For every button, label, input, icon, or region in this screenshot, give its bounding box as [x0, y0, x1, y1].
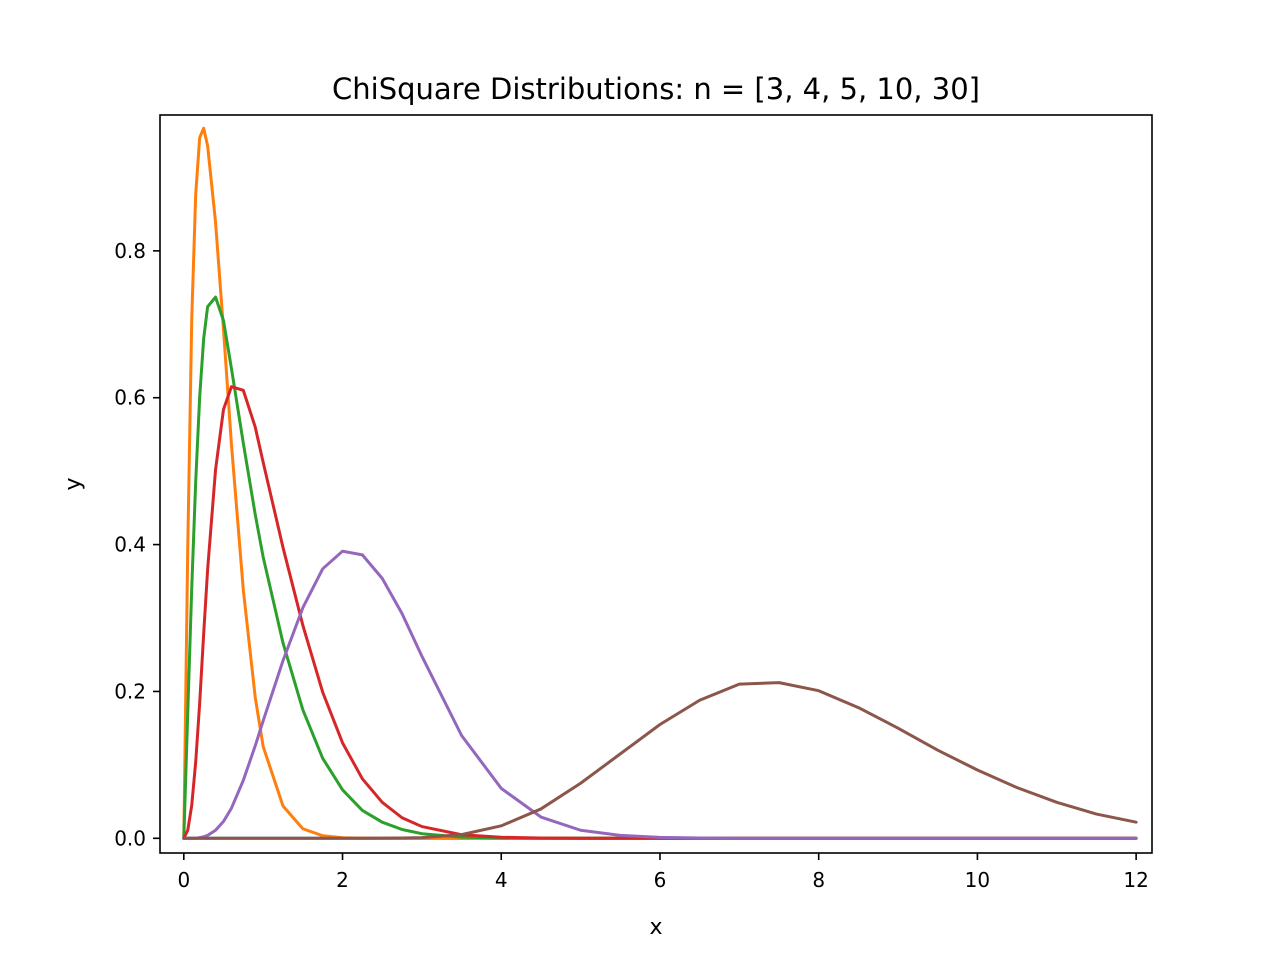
x-axis: 0 2 4 6 8 10 12	[177, 853, 1149, 892]
x-tick-label: 10	[965, 868, 990, 892]
x-tick-label: 6	[654, 868, 667, 892]
y-tick-label: 0.8	[114, 239, 146, 263]
x-tick-label: 8	[812, 868, 825, 892]
y-axis: 0.0 0.2 0.4 0.6 0.8	[114, 239, 160, 850]
x-tick-label: 4	[495, 868, 508, 892]
y-tick-label: 0.2	[114, 679, 146, 703]
y-tick-label: 0.4	[114, 533, 146, 557]
x-tick-label: 2	[336, 868, 349, 892]
y-tick-label: 0.6	[114, 386, 146, 410]
x-tick-label: 0	[177, 868, 190, 892]
plot-frame	[159, 114, 1153, 854]
chart-title: ChiSquare Distributions: n = [3, 4, 5, 1…	[332, 72, 980, 106]
y-tick-label: 0.0	[114, 826, 146, 850]
series-line-6	[182, 681, 1138, 840]
series-layer	[182, 126, 1138, 840]
x-axis-label: x	[649, 915, 662, 940]
series-line-5	[182, 549, 1138, 840]
y-axis-label: y	[61, 477, 86, 490]
x-tick-label: 12	[1123, 868, 1148, 892]
